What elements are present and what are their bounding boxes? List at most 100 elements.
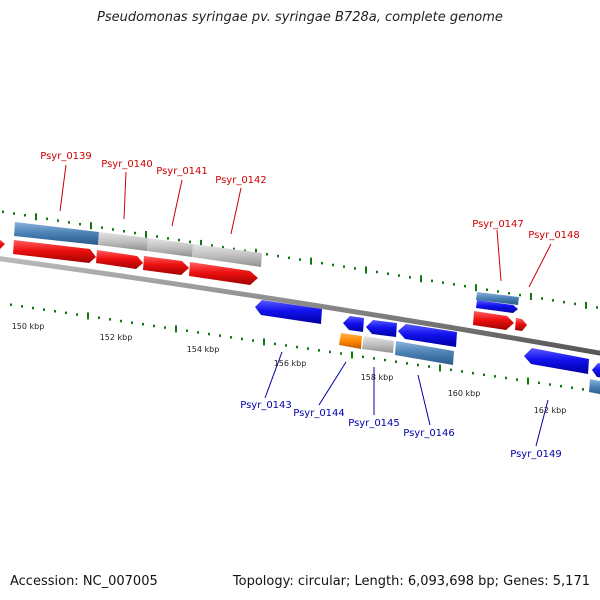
feature-psyr-0139-top[interactable]	[14, 222, 99, 245]
feature-psyr-0142-top[interactable]	[192, 244, 262, 267]
minor-tick	[112, 228, 114, 231]
minor-tick	[571, 386, 573, 389]
gene-label-psyr-0149[interactable]: Psyr_0149	[510, 449, 562, 460]
minor-tick	[142, 323, 144, 326]
minor-tick	[428, 365, 430, 368]
gene-label-psyr-0142[interactable]: Psyr_0142	[215, 175, 267, 186]
minor-tick	[288, 256, 290, 260]
minor-tick	[549, 383, 551, 386]
minor-tick	[299, 258, 301, 261]
feature-right-partial-steel[interactable]	[589, 379, 600, 395]
gene-label-psyr-0139[interactable]: Psyr_0139	[40, 151, 92, 162]
major-tick	[439, 364, 441, 372]
major-tick	[420, 275, 422, 283]
gene-label-psyr-0145[interactable]: Psyr_0145	[348, 418, 400, 429]
minor-tick	[596, 306, 598, 309]
cds-psyr-0139[interactable]	[13, 240, 96, 263]
minor-tick	[464, 284, 466, 288]
leader-lines	[59, 164, 552, 447]
minor-tick	[10, 303, 12, 306]
minor-tick	[486, 288, 488, 291]
minor-tick	[541, 297, 543, 300]
gene-label-psyr-0144[interactable]: Psyr_0144	[293, 408, 345, 419]
minor-tick	[134, 231, 136, 235]
minor-tick	[208, 332, 210, 336]
minor-tick	[442, 281, 444, 284]
minor-tick	[233, 247, 235, 251]
minor-tick	[57, 219, 59, 222]
feature-psyr-0140-top[interactable]	[98, 232, 148, 251]
minor-tick	[329, 350, 331, 354]
genome-title: Pseudomonas syringae pv. syringae B728a,…	[97, 10, 503, 25]
cds-psyr-0148[interactable]	[515, 318, 527, 331]
feature-psyr-0146-steel[interactable]	[395, 341, 454, 365]
feature-psyr-0147-top[interactable]	[476, 292, 519, 305]
minor-tick	[186, 329, 188, 332]
cds-psyr-0146[interactable]	[398, 324, 457, 347]
minor-tick	[219, 334, 221, 337]
minor-tick	[101, 226, 103, 229]
gene-label-psyr-0140[interactable]: Psyr_0140	[101, 159, 153, 170]
minor-tick	[494, 375, 496, 378]
minor-tick	[43, 308, 45, 311]
feature-psyr-0145-grey[interactable]	[362, 336, 394, 353]
major-tick	[585, 301, 587, 309]
scale-label-156: 156 kbp	[274, 359, 307, 368]
minor-tick	[156, 235, 158, 238]
scale-label-152: 152 kbp	[100, 333, 133, 342]
major-tick	[527, 377, 529, 385]
major-tick	[200, 239, 202, 247]
cds-psyr-0149[interactable]	[524, 348, 589, 374]
major-tick	[35, 213, 37, 221]
cds-psyr-0143[interactable]	[255, 300, 322, 324]
cds-psyr-0140[interactable]	[96, 250, 143, 269]
cds-psyr-0147[interactable]	[473, 311, 514, 330]
cds-psyr-0147-blue[interactable]	[476, 300, 518, 313]
gene-label-psyr-0141[interactable]: Psyr_0141	[156, 166, 208, 177]
forward-tick-row	[2, 210, 598, 309]
major-tick	[145, 231, 147, 238]
gene-label-psyr-0148[interactable]: Psyr_0148	[528, 230, 580, 241]
minor-tick	[68, 221, 70, 224]
cds-psyr-0141[interactable]	[143, 256, 189, 275]
minor-tick	[332, 263, 334, 267]
feature-psyr-0141-top[interactable]	[147, 238, 193, 257]
minor-tick	[32, 306, 34, 310]
reverse-strand-features	[255, 300, 600, 395]
minor-tick	[277, 254, 279, 258]
minor-tick	[563, 300, 565, 304]
minor-tick	[76, 313, 78, 316]
accession-text: Accession: NC_007005	[10, 574, 158, 589]
major-tick	[310, 257, 312, 265]
cds-psyr-0145[interactable]	[366, 320, 397, 337]
minor-tick	[376, 270, 378, 274]
minor-tick	[13, 212, 15, 215]
minor-tick	[153, 324, 155, 328]
minor-tick	[123, 230, 125, 233]
minor-tick	[354, 267, 356, 270]
minor-tick	[252, 339, 254, 342]
feature-psyr-0144-orange[interactable]	[339, 333, 362, 349]
minor-tick	[395, 360, 397, 363]
cds-left-partial[interactable]	[0, 238, 5, 251]
cds-psyr-0142[interactable]	[189, 262, 258, 285]
minor-tick	[574, 302, 576, 306]
gene-label-psyr-0146[interactable]: Psyr_0146	[403, 428, 455, 439]
scale-label-150: 150 kbp	[12, 322, 45, 331]
cds-right-partial[interactable]	[592, 363, 600, 378]
minor-tick	[197, 331, 199, 334]
gene-label-psyr-0143[interactable]: Psyr_0143	[240, 400, 292, 411]
minor-tick	[54, 310, 56, 313]
minor-tick	[387, 272, 389, 275]
cds-psyr-0144[interactable]	[343, 316, 364, 332]
forward-gene-labels: Psyr_0139 Psyr_0140 Psyr_0141 Psyr_0142 …	[40, 151, 580, 241]
minor-tick	[79, 222, 81, 226]
genome-backbone	[0, 256, 600, 356]
scale-label-160: 160 kbp	[448, 389, 481, 398]
minor-tick	[120, 319, 122, 323]
minor-tick	[131, 321, 133, 324]
gene-label-psyr-0147[interactable]: Psyr_0147	[472, 219, 524, 230]
minor-tick	[398, 274, 400, 277]
minor-tick	[406, 362, 408, 365]
